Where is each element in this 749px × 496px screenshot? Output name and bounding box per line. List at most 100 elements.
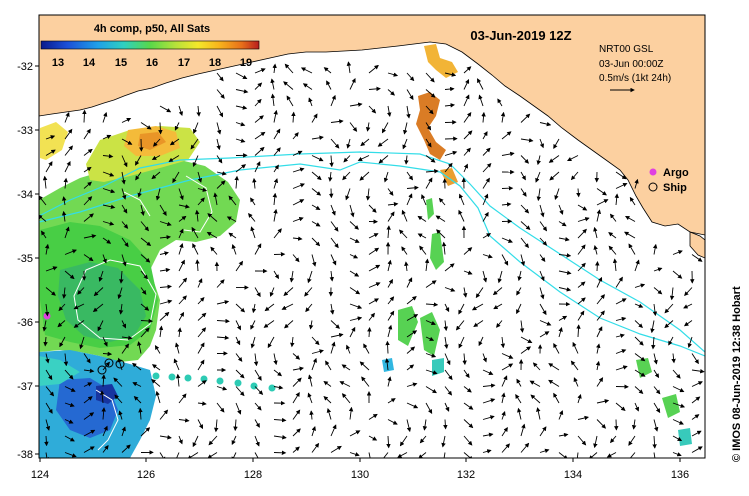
current-arrow bbox=[64, 226, 70, 239]
current-arrow bbox=[83, 254, 94, 262]
current-arrow bbox=[330, 204, 336, 216]
current-arrow bbox=[207, 452, 218, 458]
current-arrow bbox=[684, 287, 693, 297]
current-arrow bbox=[216, 72, 224, 82]
current-arrow bbox=[463, 147, 471, 156]
current-arrow bbox=[634, 402, 640, 412]
current-arrow bbox=[387, 296, 395, 305]
current-arrow bbox=[151, 379, 161, 387]
current-arrow bbox=[195, 259, 200, 272]
current-arrow bbox=[615, 276, 623, 288]
current-arrow bbox=[343, 155, 351, 163]
current-arrow bbox=[121, 343, 130, 354]
current-arrow bbox=[307, 270, 313, 284]
current-arrow bbox=[553, 343, 560, 354]
lat-axis: -32 -33 -34 -35 -36 -37 -38 bbox=[17, 61, 33, 461]
current-arrow bbox=[387, 278, 393, 288]
current-arrow bbox=[99, 390, 105, 404]
current-arrow bbox=[539, 448, 550, 454]
current-arrow bbox=[63, 177, 68, 189]
current-arrow bbox=[403, 122, 408, 135]
current-arrow bbox=[577, 204, 588, 211]
current-arrow bbox=[672, 250, 683, 255]
current-arrow bbox=[140, 270, 148, 280]
current-arrow bbox=[629, 196, 636, 206]
current-arrow bbox=[329, 270, 334, 282]
current-arrow bbox=[628, 243, 636, 255]
current-arrow bbox=[672, 369, 681, 379]
current-arrow bbox=[309, 410, 314, 420]
current-arrow bbox=[596, 276, 603, 288]
current-arrow bbox=[463, 270, 473, 275]
current-arrow bbox=[652, 303, 658, 317]
current-arrow bbox=[254, 161, 261, 173]
current-arrow bbox=[292, 446, 300, 453]
current-arrow bbox=[615, 171, 627, 180]
current-arrow bbox=[570, 360, 579, 371]
current-arrow bbox=[634, 336, 644, 346]
current-arrow bbox=[520, 346, 532, 354]
current-arrow bbox=[342, 171, 351, 181]
current-arrow bbox=[349, 204, 355, 218]
current-arrow bbox=[132, 382, 142, 387]
current-arrow bbox=[140, 221, 149, 232]
current-arrow bbox=[558, 270, 572, 275]
current-arrow bbox=[497, 98, 503, 107]
colorbar-title: 4h comp, p50, All Sats bbox=[94, 23, 210, 35]
current-arrow bbox=[45, 353, 50, 364]
current-arrow bbox=[624, 231, 636, 239]
current-arrow bbox=[482, 254, 493, 259]
current-arrow bbox=[73, 320, 85, 328]
current-arrow bbox=[399, 435, 408, 447]
current-arrow bbox=[178, 228, 184, 239]
current-arrow bbox=[520, 138, 534, 143]
current-arrow bbox=[596, 326, 603, 338]
current-arrow bbox=[92, 303, 104, 313]
current-arrow bbox=[216, 155, 223, 164]
current-arrow bbox=[368, 204, 377, 213]
current-arrow bbox=[463, 419, 474, 429]
current-arrow bbox=[554, 188, 560, 201]
current-arrow bbox=[254, 131, 266, 140]
current-arrow bbox=[625, 215, 636, 222]
current-arrow bbox=[419, 435, 427, 444]
current-arrow bbox=[517, 407, 522, 420]
current-arrow bbox=[558, 410, 564, 420]
current-arrow bbox=[478, 94, 484, 107]
current-arrow bbox=[178, 215, 187, 222]
current-arrow bbox=[596, 188, 607, 196]
current-arrow bbox=[44, 452, 50, 458]
current-arrow bbox=[425, 177, 433, 189]
current-arrow bbox=[558, 287, 572, 292]
current-arrow bbox=[121, 204, 128, 214]
current-arrow bbox=[192, 243, 199, 255]
current-arrow bbox=[328, 171, 333, 182]
current-arrow bbox=[254, 146, 265, 156]
current-arrow bbox=[501, 353, 514, 359]
current-arrow bbox=[192, 155, 199, 168]
current-arrow bbox=[596, 419, 607, 429]
current-arrow bbox=[482, 177, 490, 189]
current-arrow bbox=[273, 369, 283, 377]
current-arrow bbox=[45, 419, 51, 431]
current-arrow bbox=[197, 401, 207, 406]
current-arrow bbox=[368, 435, 378, 441]
current-arrow bbox=[140, 427, 151, 437]
current-arrow bbox=[101, 374, 106, 387]
current-arrow bbox=[406, 419, 412, 433]
currents-time: 03-Jun 00:00Z bbox=[599, 59, 664, 70]
current-arrow bbox=[155, 390, 161, 404]
current-arrow bbox=[44, 435, 49, 447]
current-arrow bbox=[292, 217, 304, 222]
colorbar-tick: 18 bbox=[209, 57, 221, 69]
current-arrow bbox=[558, 237, 570, 242]
current-arrow bbox=[482, 162, 492, 173]
current-arrow bbox=[501, 254, 509, 266]
current-arrow bbox=[235, 260, 244, 272]
current-arrow bbox=[425, 155, 436, 163]
current-arrow bbox=[501, 427, 508, 437]
current-arrow bbox=[520, 442, 530, 453]
current-arrow bbox=[653, 287, 663, 295]
current-arrow bbox=[421, 194, 427, 206]
